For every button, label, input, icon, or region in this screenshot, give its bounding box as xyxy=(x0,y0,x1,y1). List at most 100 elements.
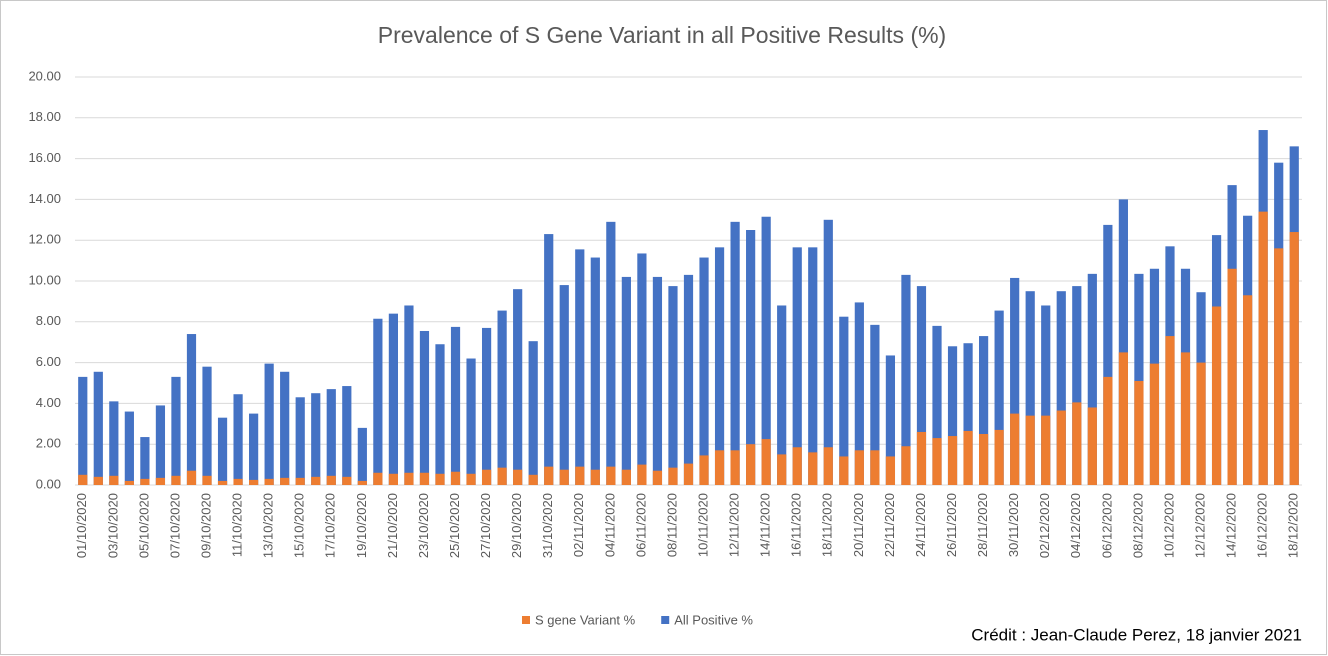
bar xyxy=(435,344,445,485)
bar xyxy=(1072,286,1082,485)
x-tick-label: 04/12/2020 xyxy=(1068,493,1083,558)
bar xyxy=(652,470,663,485)
x-tick-label: 14/11/2020 xyxy=(758,493,773,557)
bar xyxy=(1025,291,1035,485)
bar xyxy=(1103,376,1113,485)
x-tick-label: 06/11/2020 xyxy=(633,493,648,557)
bar xyxy=(1134,273,1144,485)
bar xyxy=(823,447,833,485)
y-tick-label: 20.00 xyxy=(28,68,61,83)
bar xyxy=(777,454,787,485)
x-tick-label: 16/12/2020 xyxy=(1255,493,1270,558)
bar xyxy=(357,480,367,485)
bar xyxy=(140,437,150,485)
bar xyxy=(217,480,228,485)
x-tick-label: 18/12/2020 xyxy=(1286,493,1301,558)
x-tick-label: 10/11/2020 xyxy=(695,493,710,557)
x-tick-label: 28/11/2020 xyxy=(975,493,990,557)
bar xyxy=(419,330,430,485)
x-tick-label: 27/10/2020 xyxy=(478,493,493,558)
bar xyxy=(637,253,647,485)
bar xyxy=(854,450,864,485)
x-tick-label: 24/11/2020 xyxy=(913,493,928,557)
bar xyxy=(109,401,119,485)
bar xyxy=(746,444,756,485)
bar xyxy=(93,371,103,485)
bar xyxy=(668,286,678,485)
bar xyxy=(947,346,958,485)
bar xyxy=(497,467,507,485)
bar xyxy=(404,472,414,485)
bar xyxy=(963,430,973,485)
bar xyxy=(435,473,445,485)
bar xyxy=(1134,380,1144,485)
x-tick-label: 11/10/2020 xyxy=(230,493,245,557)
bar xyxy=(155,477,166,485)
bar xyxy=(1087,273,1097,485)
x-tick-label: 25/10/2020 xyxy=(447,493,462,558)
y-tick-label: 0.00 xyxy=(36,476,61,491)
bar xyxy=(388,473,398,485)
bar xyxy=(808,452,818,485)
x-tick-label: 04/11/2020 xyxy=(602,493,617,557)
bar xyxy=(264,478,274,485)
bar xyxy=(295,397,305,485)
x-tick-label: 01/10/2020 xyxy=(74,493,89,558)
legend-swatch xyxy=(522,616,530,624)
bar xyxy=(1103,224,1113,485)
bar xyxy=(979,336,989,485)
bar xyxy=(373,472,383,485)
bar xyxy=(668,467,678,485)
bar xyxy=(171,475,181,485)
bar xyxy=(1165,336,1175,485)
y-tick-label: 4.00 xyxy=(36,395,61,410)
bar xyxy=(699,455,709,485)
x-tick-label: 26/11/2020 xyxy=(944,493,959,557)
y-tick-label: 10.00 xyxy=(28,272,61,287)
bar xyxy=(450,326,461,485)
bar xyxy=(124,480,134,485)
x-tick-label: 20/11/2020 xyxy=(851,493,866,557)
bar xyxy=(140,478,150,485)
bar xyxy=(714,450,725,485)
bar xyxy=(342,386,352,485)
x-tick-label: 02/12/2020 xyxy=(1037,493,1052,558)
bar xyxy=(637,464,647,485)
bar xyxy=(606,466,616,485)
x-tick-label: 17/10/2020 xyxy=(323,493,338,558)
bar xyxy=(233,394,243,485)
bar xyxy=(1118,352,1128,485)
bar xyxy=(419,472,430,485)
bar xyxy=(1211,306,1222,485)
credit: Crédit : Jean-Claude Perez, 18 janvier 2… xyxy=(971,625,1302,644)
x-tick-label: 10/12/2020 xyxy=(1161,493,1176,558)
bar xyxy=(870,450,880,485)
bar xyxy=(1025,415,1035,485)
bar xyxy=(280,371,290,485)
bar xyxy=(683,274,694,485)
bar xyxy=(357,427,367,485)
bar xyxy=(528,474,538,485)
x-tick-label: 22/11/2020 xyxy=(882,493,897,557)
x-tick-label: 21/10/2020 xyxy=(385,493,400,558)
bar xyxy=(1041,415,1051,485)
bar xyxy=(481,327,492,485)
y-tick-label: 8.00 xyxy=(36,313,61,328)
bar xyxy=(963,343,973,485)
bar xyxy=(916,431,927,485)
bar xyxy=(311,476,321,485)
x-tick-label: 13/10/2020 xyxy=(261,493,276,558)
bar xyxy=(761,439,771,485)
x-tick-label: 16/11/2020 xyxy=(789,493,804,557)
x-tick-label: 08/11/2020 xyxy=(664,493,679,557)
bar xyxy=(730,221,740,485)
bar xyxy=(202,475,212,485)
bar xyxy=(450,471,461,485)
bar xyxy=(559,469,569,485)
bar xyxy=(606,221,616,485)
bar xyxy=(1227,268,1237,485)
x-tick-label: 18/11/2020 xyxy=(820,493,835,557)
bar xyxy=(885,456,896,485)
bar xyxy=(186,470,197,485)
bar xyxy=(901,446,911,485)
